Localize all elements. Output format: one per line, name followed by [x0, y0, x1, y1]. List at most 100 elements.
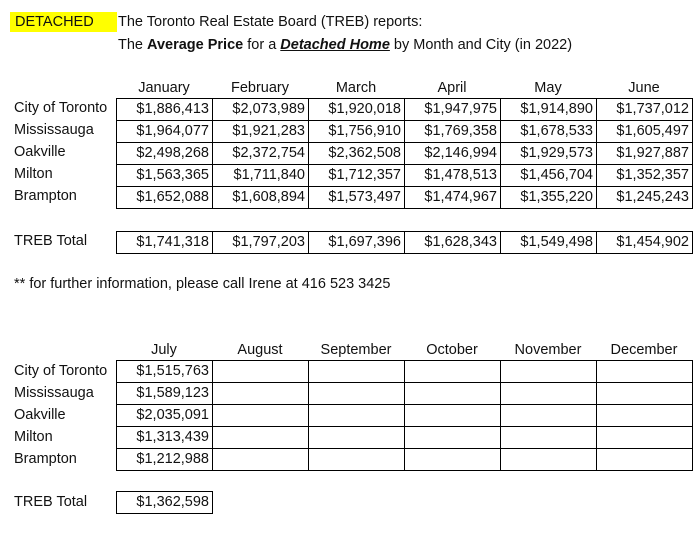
price-cell: $1,697,396: [308, 231, 405, 254]
city-label: Brampton: [14, 451, 77, 467]
price-cell: [212, 426, 309, 449]
price-cell: $1,573,497: [308, 186, 405, 209]
price-cell: [404, 360, 501, 383]
city-label: Mississauga: [14, 122, 94, 138]
price-cell: [596, 360, 693, 383]
price-cell: [500, 448, 597, 471]
report-heading-line2: The Average Price for a Detached Home by…: [118, 35, 572, 55]
price-cell: $2,146,994: [404, 142, 501, 165]
price-cell: $1,914,890: [500, 98, 597, 121]
price-cell: [308, 448, 405, 471]
price-cell: $1,947,975: [404, 98, 501, 121]
price-cell: $1,927,887: [596, 142, 693, 165]
price-cell: $2,362,508: [308, 142, 405, 165]
price-cell: $1,549,498: [500, 231, 597, 254]
price-cell: [500, 382, 597, 405]
price-cell: [308, 404, 405, 427]
table-row: $1,515,763: [116, 360, 693, 383]
price-cell: $1,921,283: [212, 120, 309, 143]
price-cell: [500, 426, 597, 449]
city-label: Mississauga: [14, 385, 94, 401]
report-heading-line1: The Toronto Real Estate Board (TREB) rep…: [118, 14, 423, 30]
price-cell: $1,886,413: [116, 98, 213, 121]
price-cell: [404, 426, 501, 449]
table-row: $1,313,439: [116, 426, 693, 449]
price-cell: [212, 382, 309, 405]
table1-total-label: TREB Total: [14, 233, 88, 249]
heading-text-post: by Month and City (in 2022): [389, 37, 573, 53]
price-cell: $1,474,967: [404, 186, 501, 209]
category-tag: DETACHED: [10, 12, 117, 32]
table-row: $1,652,088 $1,608,894 $1,573,497 $1,474,967…: [116, 186, 693, 209]
price-cell: [596, 382, 693, 405]
price-cell: [212, 448, 309, 471]
contact-note: ** for further information, please call …: [14, 276, 391, 292]
month-header: July: [151, 342, 177, 358]
price-cell: [308, 382, 405, 405]
price-cell: $1,456,704: [500, 164, 597, 187]
table-row: $1,212,988: [116, 448, 693, 471]
table-row: $1,362,598: [116, 491, 213, 514]
city-label: City of Toronto: [14, 363, 108, 379]
price-cell: $1,929,573: [500, 142, 597, 165]
price-cell: $1,652,088: [116, 186, 213, 209]
heading-text-emphasis: Detached Home: [280, 37, 390, 53]
price-cell: [500, 360, 597, 383]
price-cell: [404, 382, 501, 405]
price-cell: $1,352,357: [596, 164, 693, 187]
city-label: Oakville: [14, 407, 66, 423]
city-label: City of Toronto: [14, 100, 108, 116]
price-cell: [404, 448, 501, 471]
table1-total-row: $1,741,318 $1,797,203 $1,697,396 $1,628,343…: [116, 231, 693, 254]
month-header: March: [335, 80, 377, 96]
month-header: October: [426, 342, 478, 358]
price-cell: $1,769,358: [404, 120, 501, 143]
price-cell: [212, 360, 309, 383]
price-cell: $1,964,077: [116, 120, 213, 143]
price-cell: $2,073,989: [212, 98, 309, 121]
price-cell: $1,515,763: [116, 360, 213, 383]
price-cell: $1,711,840: [212, 164, 309, 187]
heading-text-mid: for a: [243, 37, 281, 53]
price-cell: $1,605,497: [596, 120, 693, 143]
table-row: $1,563,365 $1,711,840 $1,712,357 $1,478,513…: [116, 164, 693, 187]
price-cell: $1,628,343: [404, 231, 501, 254]
table-row: $1,886,413 $2,073,989 $1,920,018 $1,947,975…: [116, 98, 693, 121]
price-cell: $1,245,243: [596, 186, 693, 209]
month-header: February: [230, 80, 290, 96]
price-cell: $2,498,268: [116, 142, 213, 165]
table2-total-label: TREB Total: [14, 494, 88, 510]
price-cell: [308, 360, 405, 383]
month-header: November: [514, 342, 582, 358]
price-cell: $1,478,513: [404, 164, 501, 187]
price-cell: $1,355,220: [500, 186, 597, 209]
price-cell: [596, 404, 693, 427]
table2-price-grid: $1,515,763 $1,589,123 $2,035,091 $1,313,439…: [116, 360, 693, 471]
month-header: April: [437, 80, 467, 96]
price-cell: [212, 404, 309, 427]
price-cell: $1,608,894: [212, 186, 309, 209]
price-cell: [308, 426, 405, 449]
price-cell: $1,563,365: [116, 164, 213, 187]
price-cell: $1,741,318: [116, 231, 213, 254]
price-cell: $1,313,439: [116, 426, 213, 449]
table2-total-row: $1,362,598: [116, 491, 213, 514]
city-label: Milton: [14, 429, 53, 445]
price-cell: $1,797,203: [212, 231, 309, 254]
heading-text-bold: Average Price: [147, 37, 244, 53]
month-header: August: [237, 342, 283, 358]
month-header: January: [138, 80, 190, 96]
month-header: June: [628, 80, 660, 96]
month-header: May: [534, 80, 562, 96]
city-label: Oakville: [14, 144, 66, 160]
table-row: $2,035,091: [116, 404, 693, 427]
month-header: December: [610, 342, 678, 358]
price-cell: $1,712,357: [308, 164, 405, 187]
price-cell: $1,737,012: [596, 98, 693, 121]
city-label: Brampton: [14, 188, 77, 204]
table-row: $2,498,268 $2,372,754 $2,362,508 $2,146,994…: [116, 142, 693, 165]
city-label: Milton: [14, 166, 53, 182]
month-header: September: [320, 342, 392, 358]
price-cell: $1,589,123: [116, 382, 213, 405]
table-row: $1,964,077 $1,921,283 $1,756,910 $1,769,358…: [116, 120, 693, 143]
